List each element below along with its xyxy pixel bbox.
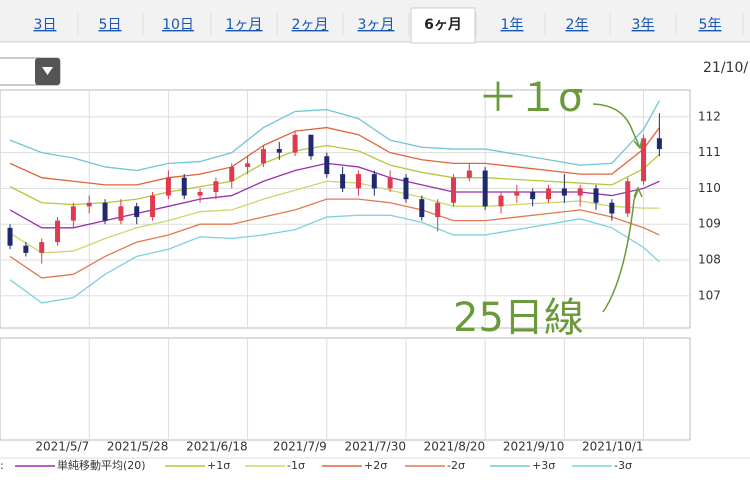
tab[interactable]: 3年 <box>632 17 655 33</box>
candle-body <box>387 177 393 189</box>
indicator-line <box>9 100 660 172</box>
candle-body <box>641 138 647 182</box>
candle-body <box>70 206 76 221</box>
legend-label: +2σ <box>364 459 387 472</box>
tab[interactable]: 1年 <box>501 17 524 33</box>
candle-body <box>450 177 456 203</box>
y-tick-label: 112 <box>698 109 721 123</box>
x-tick-label: 2021/5/28 <box>107 440 169 454</box>
tab[interactable]: 1ヶ月 <box>226 17 263 33</box>
candle-body <box>340 174 346 189</box>
tab[interactable]: 10日 <box>162 17 194 33</box>
arrow-head <box>633 138 643 150</box>
legend-label: +1σ <box>207 459 230 472</box>
candle-body <box>308 134 314 157</box>
candle-body <box>118 206 124 221</box>
candle-body <box>39 242 45 253</box>
legend-label: +3σ <box>532 459 555 472</box>
x-tick-label: 2021/6/18 <box>186 440 248 454</box>
candle-body <box>324 156 330 175</box>
candle-body <box>197 192 203 196</box>
candle-body <box>260 149 266 164</box>
candle-body <box>23 245 29 253</box>
candle-body <box>276 149 282 153</box>
candle-body <box>625 181 631 214</box>
legend-label: -2σ <box>447 459 465 472</box>
y-tick-label: 109 <box>698 217 721 231</box>
x-tick-label: 2021/7/9 <box>273 440 327 454</box>
candle-body <box>466 170 472 178</box>
legend-label: -3σ <box>614 459 632 472</box>
candle-body <box>546 188 552 200</box>
selected-tab <box>410 7 476 44</box>
candle-body <box>150 195 156 218</box>
candle-body <box>134 206 140 218</box>
main-panel <box>0 89 691 329</box>
candle-body <box>498 195 504 207</box>
y-tick-label: 111 <box>698 145 721 159</box>
candle-body <box>482 170 488 207</box>
tab[interactable]: 5年 <box>699 17 722 33</box>
x-tick-label: 2021/8/20 <box>424 440 486 454</box>
legend-label: 単純移動平均(20) <box>57 458 146 472</box>
tab[interactable]: 3ヶ月 <box>358 17 395 33</box>
candle-body <box>514 192 520 196</box>
candle-body <box>165 177 171 196</box>
candle-body <box>656 138 662 150</box>
tab[interactable]: 2ヶ月 <box>292 17 329 33</box>
x-tick-label: 2021/9/10 <box>503 440 565 454</box>
date-corner: 21/10/ <box>703 60 748 76</box>
y-tick-label: 110 <box>698 181 721 195</box>
candle-body <box>229 166 235 182</box>
legend-label: -1σ <box>287 459 305 472</box>
tab[interactable]: 3日 <box>34 17 57 33</box>
annotation: ＋１σ <box>478 75 583 121</box>
candle-body <box>181 177 187 196</box>
tab-bar <box>0 0 750 42</box>
tab[interactable]: 2年 <box>566 17 589 33</box>
x-tick-label: 2021/7/30 <box>344 440 406 454</box>
dropdown-arrow <box>42 67 53 75</box>
candle-body <box>419 199 425 218</box>
indicator-line <box>9 126 660 186</box>
indicator-line <box>9 198 660 279</box>
arrow <box>602 189 639 313</box>
y-tick-label: 107 <box>698 288 721 302</box>
candle-body <box>609 202 615 214</box>
arrow <box>592 103 641 149</box>
candle-body <box>593 188 599 203</box>
arrow-head <box>633 186 643 198</box>
candle-body <box>577 188 583 196</box>
tab[interactable]: 6ヶ月 <box>424 17 462 33</box>
candle-body <box>403 177 409 200</box>
candle-body <box>7 227 13 246</box>
candle-body <box>530 192 536 200</box>
candle-body <box>102 202 108 221</box>
indicator-line <box>9 144 660 206</box>
candle-body <box>371 174 377 189</box>
indicator-line <box>9 214 660 304</box>
candle-body <box>355 174 361 189</box>
candle-body <box>213 181 219 192</box>
sub-panel <box>0 337 691 441</box>
candle-body <box>86 202 92 207</box>
x-tick-label: 2021/5/7 <box>35 440 89 454</box>
x-tick-label: 2021/10/1 <box>582 440 644 454</box>
y-tick-label: 108 <box>698 253 721 267</box>
candle-body <box>435 202 441 218</box>
legend-lead: : <box>0 459 4 472</box>
candle-body <box>245 163 251 167</box>
annotation: 25日線 <box>453 295 584 341</box>
candle-body <box>292 134 298 153</box>
candle-body <box>561 188 567 196</box>
tab[interactable]: 5日 <box>99 17 122 33</box>
candle-body <box>55 220 61 243</box>
